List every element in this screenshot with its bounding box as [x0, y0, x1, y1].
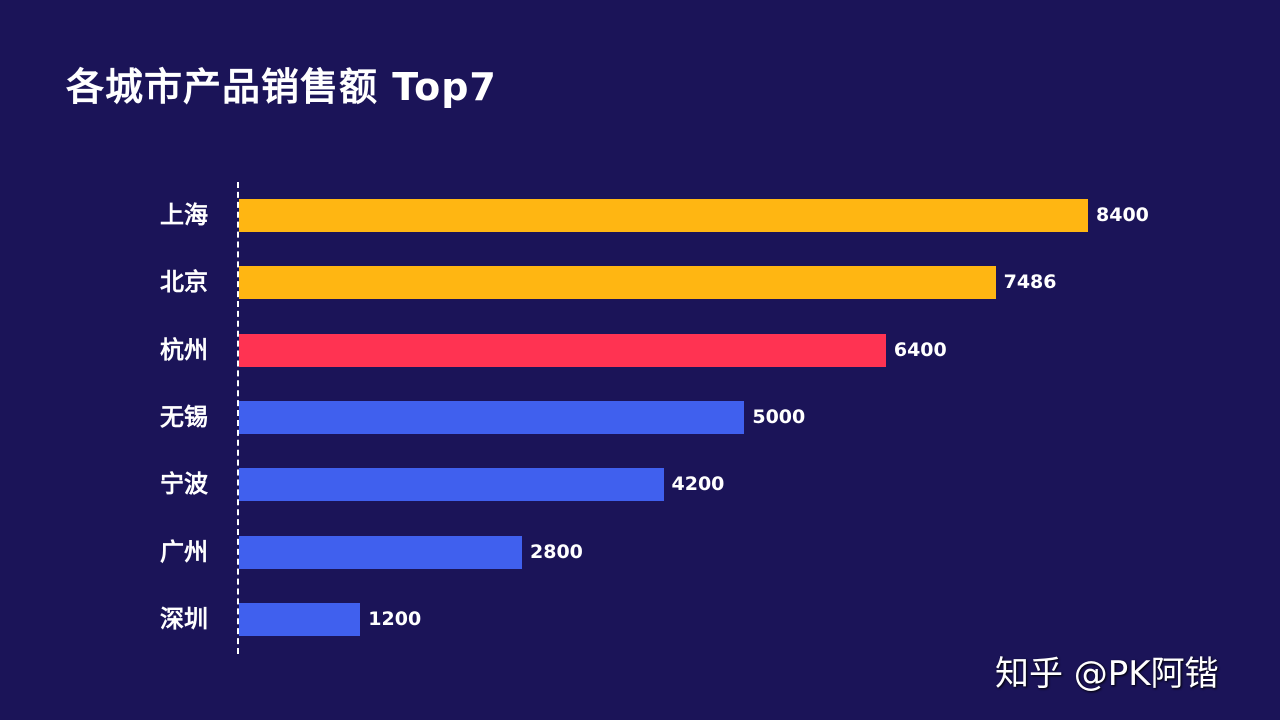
value-label: 8400: [1096, 204, 1149, 226]
value-label: 4200: [671, 473, 725, 496]
category-label: 宁波: [160, 470, 208, 499]
category-label: 广州: [160, 537, 208, 566]
bar: [239, 468, 664, 502]
bar: [239, 266, 996, 300]
category-label: 无锡: [160, 402, 208, 431]
value-label: 6400: [893, 338, 947, 361]
bar: [239, 333, 886, 367]
value-label: 2800: [530, 540, 583, 563]
category-label: 深圳: [160, 604, 208, 633]
bar: [239, 535, 522, 569]
bar: [239, 602, 361, 636]
y-axis-line: [237, 182, 239, 654]
category-label: 上海: [160, 201, 208, 229]
watermark: 知乎 @PK阿锴: [995, 654, 1219, 694]
category-label: 北京: [160, 268, 208, 297]
bar: [239, 199, 1088, 232]
chart-title: 各城市产品销售额 Top7: [66, 65, 497, 109]
value-label: 5000: [752, 405, 806, 428]
value-label: 1200: [368, 607, 422, 630]
bar: [239, 400, 745, 434]
category-label: 杭州: [160, 335, 208, 364]
value-label: 7486: [1003, 271, 1057, 294]
